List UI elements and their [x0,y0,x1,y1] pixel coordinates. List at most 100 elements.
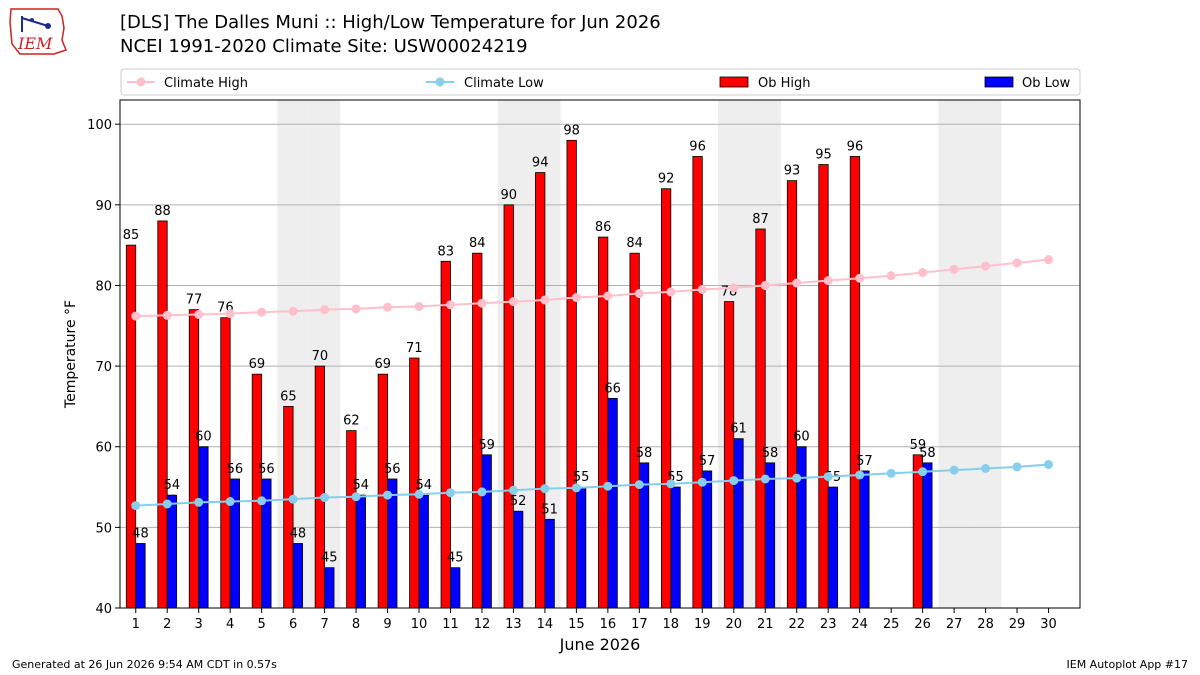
climate-low-point [351,492,361,502]
ob-low-label: 54 [353,478,370,493]
ob-low-bar [827,486,839,609]
ob-low-label: 58 [762,446,779,461]
ob-low-label: 55 [573,470,590,485]
x-tick-label: 10 [411,617,428,632]
ob-low-bar [355,494,366,609]
climate-low-point [194,497,204,507]
climate-high-point [320,305,330,315]
climate-high-point [949,264,959,274]
climate-high-point [571,293,581,303]
climate-low-point [320,493,330,503]
climate-low-point [162,499,172,509]
ob-low-label: 59 [478,438,495,453]
ob-low-bar [859,470,870,609]
ob-low-label: 58 [919,446,936,461]
ob-high-bar [188,309,200,609]
ob-high-bar [283,406,294,609]
ob-low-label: 45 [447,551,464,566]
ob-low-bar [418,494,429,609]
climate-low-point [981,464,991,474]
ob-low-label: 48 [132,526,149,541]
legend-climate-high-marker [136,77,146,87]
climate-low-point [697,477,707,487]
climate-low-point [760,474,770,484]
climate-high-point [855,273,865,283]
climate-high-point [257,307,267,317]
ob-high-label: 85 [123,228,140,243]
x-tick-label: 19 [694,617,711,632]
x-tick-label: 13 [505,617,522,632]
climate-low-point [445,488,455,498]
ob-high-label: 95 [815,148,832,163]
x-tick-label: 11 [442,617,459,632]
ob-low-label: 58 [636,446,653,461]
ob-low-bar [166,494,178,609]
y-tick-label: 50 [95,521,112,536]
climate-low-point [855,470,865,480]
ob-high-label: 84 [469,236,486,251]
legend-ob-low-label: Ob Low [1022,76,1071,91]
climate-high-line [135,258,1049,318]
ob-high-label: 92 [658,172,675,187]
ob-low-bar [292,543,303,609]
ob-high-label: 93 [784,164,801,179]
ob-high-label: 69 [249,357,266,372]
x-tick-label: 27 [946,617,963,632]
ob-high-label: 65 [280,389,297,404]
climate-low-point [918,467,928,477]
x-tick-label: 9 [383,617,391,632]
climate-low-line [135,463,1049,507]
climate-high-point [1044,255,1054,265]
ob-high-bar [472,252,483,609]
iem-logo: IEM [9,8,67,55]
climate-low-point [414,489,424,499]
climate-low-point [603,481,613,491]
ob-high-bar [849,156,861,609]
ob-low-bar [481,454,492,609]
ob-low-bar [261,478,272,609]
ob-low-bar [922,462,933,609]
ob-high-bar [409,357,420,609]
climate-high-point [886,271,896,281]
ob-low-bar [796,446,807,609]
ob-low-bar [670,486,681,609]
footer-app: IEM Autoplot App #17 [1066,658,1189,671]
legend-climate-low-label: Climate Low [464,76,544,91]
climate-low-point [1012,462,1022,472]
weekend-band [969,100,1002,608]
climate-low-point [949,465,959,475]
chart-title: [DLS] The Dalles Muni :: High/Low Temper… [120,12,661,33]
ob-high-label: 90 [500,188,517,203]
legend-ob-low-swatch [984,76,1014,88]
x-tick-label: 16 [600,617,617,632]
ob-low-bar [544,518,555,609]
ob-low-label: 51 [541,502,558,517]
climate-high-point [508,297,518,307]
ob-low-bar [324,567,335,609]
ob-low-label: 60 [793,430,810,445]
climate-high-point [225,309,235,319]
ob-low-bar [450,567,461,609]
ob-low-bar [733,438,744,609]
climate-low-point [131,501,141,511]
x-tick-label: 25 [883,617,900,632]
climate-high-point [540,295,550,305]
x-tick-label: 14 [537,617,554,632]
y-tick-label: 40 [95,602,112,617]
climate-low-point [540,484,550,494]
ob-high-bar [535,172,546,609]
climate-high-point [351,304,361,314]
ob-high-bar [251,373,263,609]
x-axis-label: June 2026 [559,635,641,654]
ob-high-bar [786,180,798,609]
y-tick-label: 90 [95,199,112,214]
x-tick-label: 5 [257,617,265,632]
x-tick-label: 26 [914,617,931,632]
climate-low-point [288,494,298,504]
ob-low-bar [135,543,146,609]
ob-low-label: 54 [164,478,181,493]
ob-low-bar [607,397,618,609]
x-tick-label: 2 [163,617,171,632]
ob-high-label: 62 [343,414,360,429]
